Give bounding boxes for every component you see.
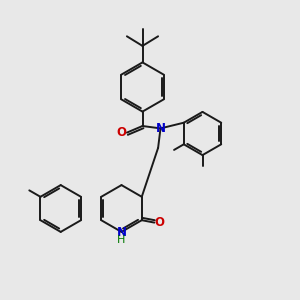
Text: H: H (117, 235, 126, 245)
Text: N: N (117, 226, 127, 239)
Text: O: O (116, 126, 127, 139)
Text: O: O (154, 216, 164, 229)
Text: N: N (156, 122, 166, 135)
